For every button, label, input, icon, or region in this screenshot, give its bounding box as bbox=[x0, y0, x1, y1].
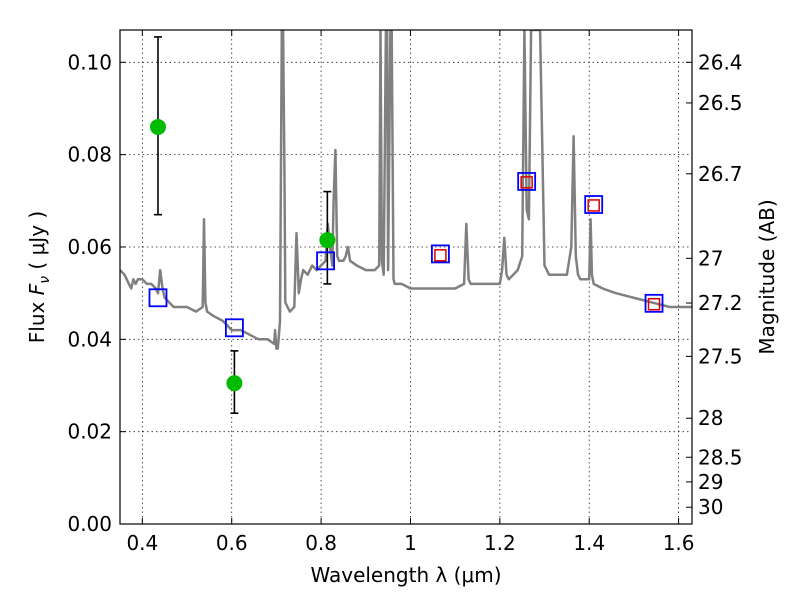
x-tick-label: 1.6 bbox=[663, 531, 695, 555]
mag-tick-label: 28.5 bbox=[698, 445, 743, 469]
y-tick-label: 0.10 bbox=[67, 50, 112, 74]
measured-flux-point bbox=[319, 232, 336, 249]
model-flux-square bbox=[316, 251, 335, 271]
mag-tick-label: 29 bbox=[698, 470, 723, 494]
plot-frame bbox=[119, 29, 693, 525]
photometry-square bbox=[587, 199, 600, 212]
mag-tick-label: 27.2 bbox=[698, 291, 743, 315]
model-flux-square bbox=[517, 172, 537, 191]
x-axis-label: Wavelength λ (μm) bbox=[310, 563, 501, 587]
x-tick-label: 0.6 bbox=[216, 531, 248, 555]
mag-tick-label: 30 bbox=[698, 495, 723, 519]
mag-tick-label: 26.4 bbox=[698, 50, 743, 74]
y-tick-label: 0.06 bbox=[67, 235, 112, 259]
model-flux-square bbox=[148, 288, 168, 308]
measured-flux-point bbox=[149, 118, 166, 135]
x-tick-label: 1.2 bbox=[484, 531, 516, 555]
mag-tick-label: 26.5 bbox=[698, 91, 743, 115]
plot-area bbox=[120, 30, 692, 414]
model-flux-square bbox=[644, 293, 664, 313]
y-axis-label: Flux Fν ( μJy ) bbox=[25, 211, 53, 343]
photometry-square bbox=[520, 176, 533, 189]
measured-flux-point bbox=[226, 375, 243, 392]
y-tick-label: 0.08 bbox=[67, 143, 112, 167]
y-tick-label: 0.02 bbox=[67, 420, 112, 444]
x-tick-label: 0.4 bbox=[126, 531, 158, 555]
model-flux-square bbox=[584, 195, 604, 214]
mag-tick-label: 27 bbox=[698, 246, 723, 270]
right-axis-label: Magnitude (AB) bbox=[755, 199, 779, 354]
model-spectrum-line bbox=[120, 30, 692, 350]
mag-tick-label: 26.7 bbox=[698, 162, 743, 186]
photometry-square bbox=[434, 249, 447, 262]
mag-tick-label: 28 bbox=[698, 406, 723, 430]
x-tick-label: 1.4 bbox=[573, 531, 605, 555]
y-tick-label: 0.00 bbox=[67, 512, 112, 536]
x-tick-label: 0.8 bbox=[305, 531, 337, 555]
x-tick-label: 1 bbox=[404, 531, 417, 555]
model-flux-square bbox=[431, 244, 450, 264]
photometry-square bbox=[647, 297, 661, 311]
y-tick-label: 0.04 bbox=[67, 327, 112, 351]
axis-ticks: 0.4 0.6 0.8 1 1.2 1.4 1.6 0.00 0.02 0.04 0.06 0.08 0… bbox=[67, 30, 743, 555]
mag-tick-label: 27.5 bbox=[698, 344, 743, 368]
model-flux-square bbox=[224, 318, 244, 338]
